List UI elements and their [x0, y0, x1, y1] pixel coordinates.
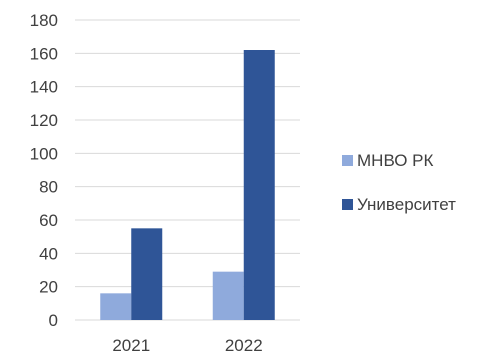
gridlines: [75, 19, 300, 321]
bar: [131, 228, 163, 320]
y-tick-label: 100: [30, 144, 58, 163]
legend-swatch: [342, 155, 353, 166]
y-tick-label: 40: [39, 244, 58, 263]
x-tick-label: 2021: [112, 336, 150, 355]
bar: [212, 271, 244, 320]
y-tick-label: 80: [39, 178, 58, 197]
y-tick-label: 120: [30, 111, 58, 130]
legend-swatch: [342, 199, 353, 210]
legend-label: Университет: [357, 195, 456, 214]
y-tick-label: 60: [39, 211, 58, 230]
y-tick-label: 180: [30, 11, 58, 30]
y-axis-tick-labels: 0 20 40 60 80 100 120 140 160 180: [30, 11, 58, 330]
y-tick-label: 20: [39, 278, 58, 297]
bar: [243, 50, 275, 320]
legend: МНВО РК Университет: [342, 151, 456, 214]
y-tick-label: 0: [49, 311, 58, 330]
x-tick-label: 2022: [225, 336, 263, 355]
bar: [100, 293, 132, 320]
legend-label: МНВО РК: [357, 151, 433, 170]
x-axis-tick-labels: 2021 2022: [112, 336, 262, 355]
y-tick-label: 140: [30, 78, 58, 97]
bars: [100, 50, 275, 320]
y-tick-label: 160: [30, 44, 58, 63]
